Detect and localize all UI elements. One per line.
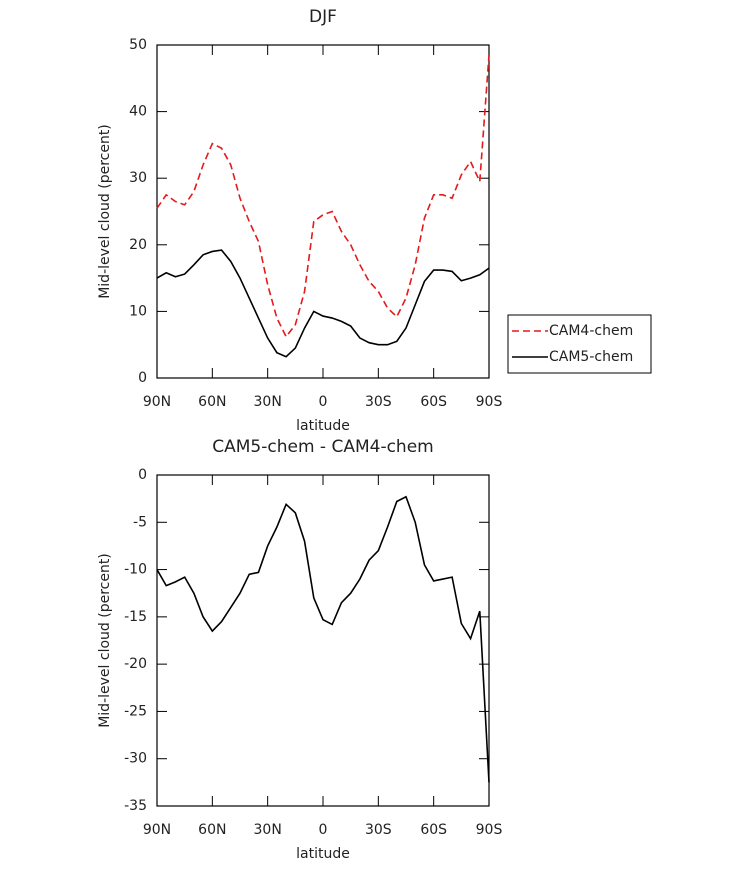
chart-title: DJF bbox=[309, 7, 337, 27]
x-tick-label: 90N bbox=[143, 822, 171, 838]
x-axis-label: latitude bbox=[296, 846, 350, 862]
data-line bbox=[156, 495, 490, 783]
x-tick-label: 60S bbox=[420, 394, 447, 410]
y-tick-label: 20 bbox=[129, 237, 147, 253]
x-tick-label: 30N bbox=[254, 822, 282, 838]
x-axis-label: latitude bbox=[296, 418, 350, 434]
x-tick-label: 60N bbox=[198, 822, 226, 838]
plot-frame bbox=[156, 44, 490, 379]
y-tick-label: -15 bbox=[124, 609, 147, 625]
y-tick-label: 10 bbox=[129, 303, 147, 319]
x-tick-label: 0 bbox=[319, 394, 328, 410]
x-tick-label: 30S bbox=[365, 822, 392, 838]
y-axis-label: Mid-level cloud (percent) bbox=[97, 124, 113, 299]
y-tick-label: 0 bbox=[138, 370, 147, 386]
x-tick-label: 90N bbox=[143, 394, 171, 410]
y-tick-label: -10 bbox=[124, 562, 147, 578]
x-tick-label: 0 bbox=[319, 822, 328, 838]
y-tick-label: -5 bbox=[133, 514, 147, 530]
y-tick-label: -25 bbox=[124, 703, 147, 719]
x-tick-label: 90S bbox=[476, 394, 503, 410]
x-tick-label: 60N bbox=[198, 394, 226, 410]
y-axis-label: Mid-level cloud (percent) bbox=[97, 553, 113, 728]
x-tick-label: 30S bbox=[365, 394, 392, 410]
y-tick-label: 0 bbox=[138, 467, 147, 483]
legend-box bbox=[507, 314, 652, 374]
x-tick-label: 60S bbox=[420, 822, 447, 838]
data-line bbox=[156, 249, 490, 358]
data-line bbox=[156, 54, 490, 339]
y-tick-label: 50 bbox=[129, 37, 147, 53]
legend-label: CAM4-chem bbox=[549, 323, 633, 339]
y-tick-label: -20 bbox=[124, 656, 147, 672]
legend-label: CAM5-chem bbox=[549, 349, 633, 365]
x-tick-label: 90S bbox=[476, 822, 503, 838]
y-tick-label: 40 bbox=[129, 104, 147, 120]
y-tick-label: -30 bbox=[124, 751, 147, 767]
y-tick-label: -35 bbox=[124, 798, 147, 814]
plot-frame bbox=[156, 474, 490, 807]
x-tick-label: 30N bbox=[254, 394, 282, 410]
y-tick-label: 30 bbox=[129, 170, 147, 186]
chart-title: CAM5-chem - CAM4-chem bbox=[212, 437, 433, 457]
